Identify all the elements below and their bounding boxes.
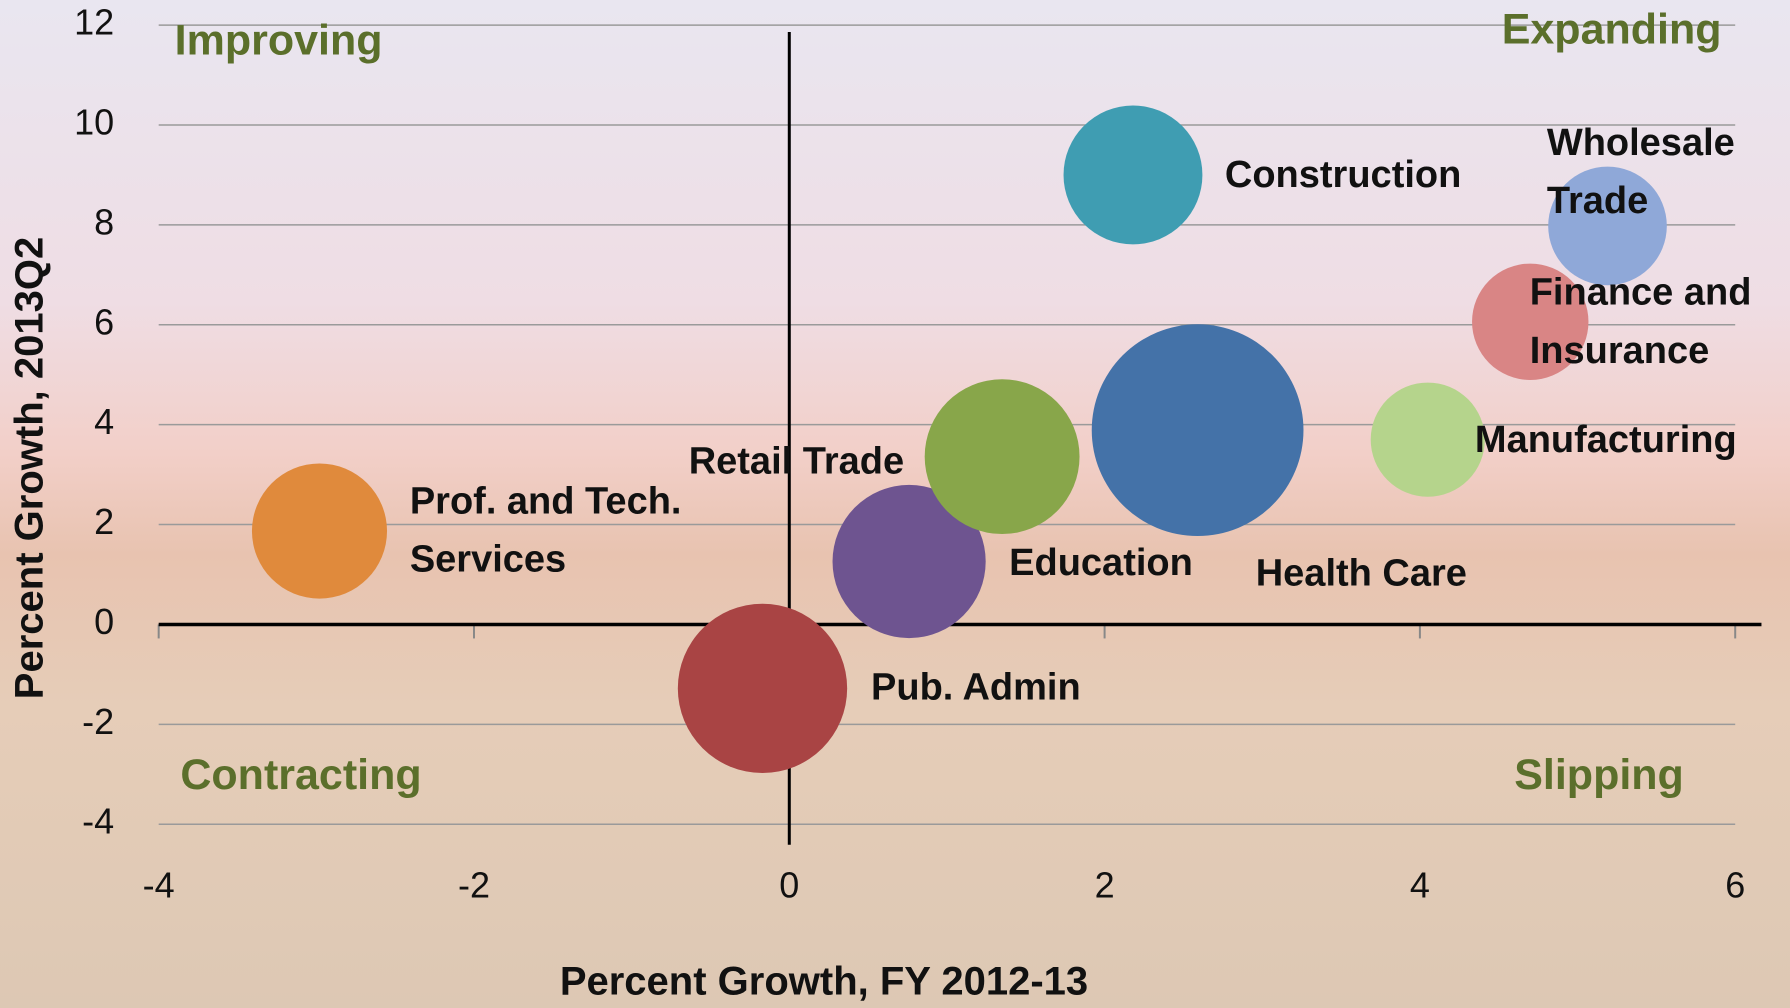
bubble [251,463,388,599]
y-tick-label: 0 [94,601,114,642]
y-tick-label: 6 [94,301,114,342]
bubble-label: Wholesale [1547,122,1735,164]
x-tick-label: 0 [779,865,799,906]
bubble-label: Services [410,539,566,581]
bubble-label: Retail Trade [689,441,904,483]
bubble-label: Health Care [1256,552,1467,594]
bubble-label: Trade [1547,180,1648,222]
quadrant-label: Improving [175,17,383,65]
y-tick-label: -2 [82,701,114,742]
y-axis-title: Percent Growth, 2013Q2 [8,237,52,699]
bubble [1472,263,1589,380]
quadrant-label: Slipping [1514,751,1684,799]
bubble-label: Pub. Admin [871,667,1081,709]
bubble-label: Education [1009,542,1193,584]
x-axis-title: Percent Growth, FY 2012-13 [560,960,1088,1004]
bubble-label: Construction [1225,154,1461,196]
quadrant-label: Expanding [1502,5,1722,53]
y-tick-label: 2 [94,501,114,542]
y-tick-label: 12 [74,2,114,43]
x-tick-label: -4 [143,865,175,906]
x-tick-label: 6 [1725,865,1745,906]
bubble [1548,166,1667,286]
x-tick-label: 4 [1410,865,1430,906]
x-tick-label: -2 [458,865,490,906]
bubble [924,379,1080,535]
bubble [1063,105,1203,245]
bubble-label: Prof. and Tech. [410,480,682,522]
x-tick-label: 2 [1095,865,1115,906]
bubble-label: Finance and [1530,272,1752,314]
bubble [1091,324,1304,537]
bubble [1370,382,1485,497]
bubble [832,484,986,639]
y-tick-label: 4 [94,401,114,442]
bubble [677,603,848,774]
y-tick-label: 8 [94,201,114,242]
y-tick-label: -4 [82,801,114,842]
quadrant-label: Contracting [180,751,421,799]
y-tick-label: 10 [74,102,114,143]
bubble-label: Manufacturing [1475,419,1737,461]
bubble-label: Insurance [1530,330,1710,372]
